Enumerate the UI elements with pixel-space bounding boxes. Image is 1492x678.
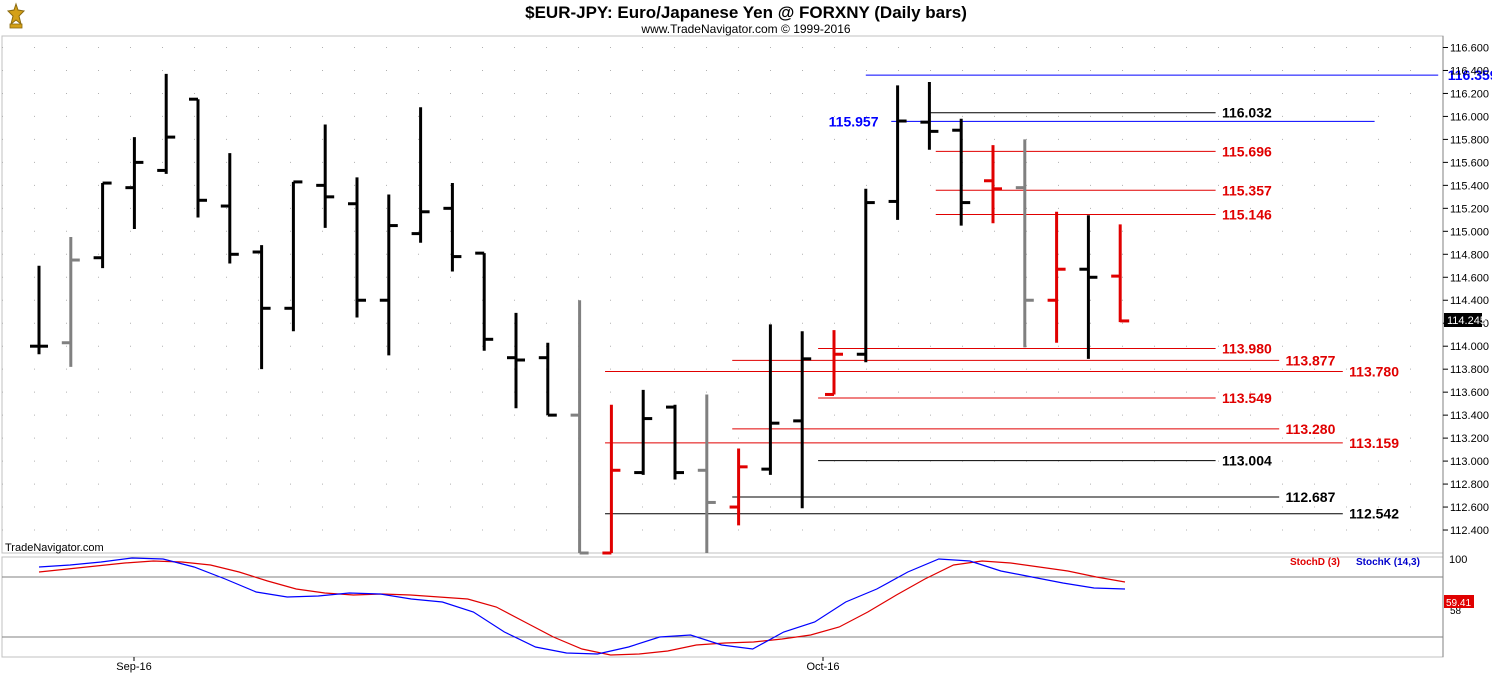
stochd-legend: StochD (3) [1290, 557, 1340, 568]
last-price-tag: 114.245 [1444, 313, 1486, 327]
price-bar-11 [379, 194, 398, 356]
bars-layer [30, 73, 1130, 555]
chart-title: $EUR-JPY: Euro/Japanese Yen @ FORXNY (Da… [525, 3, 967, 22]
price-bar-31 [1015, 139, 1034, 348]
level-label-7: 113.877 [1286, 352, 1336, 368]
stoch-last-tags: 58 59.41 [1444, 595, 1474, 617]
price-bar-22 [729, 448, 748, 526]
price-bar-26 [856, 188, 875, 363]
price-bar-15 [507, 312, 525, 409]
level-label-9: 113.549 [1222, 390, 1272, 406]
price-bar-34 [1111, 224, 1130, 323]
last-price-label: 114.245 [1447, 315, 1486, 327]
price-bar-2 [93, 181, 112, 269]
price-bar-27 [888, 85, 907, 220]
price-bar-17 [570, 300, 589, 555]
price-bar-10 [348, 177, 366, 318]
price-bar-29 [952, 118, 971, 226]
price-bar-6 [220, 153, 239, 264]
level-label-2: 115.957 [829, 113, 879, 129]
levels-layer: 116.359 116.032 115.957 115.696 115.357 115.1… [605, 67, 1492, 522]
x-tick-label-0: Sep-16 [116, 661, 151, 673]
stochastic-layer [2, 557, 1443, 656]
watermark: TradeNavigator.com [5, 542, 104, 554]
stoch-series-0 [38, 560, 1126, 656]
level-label-1: 116.032 [1222, 105, 1272, 121]
trade-navigator-logo [4, 2, 28, 32]
y-tick-label-18: 116.000 [1450, 111, 1489, 123]
y-tick-label-16: 115.600 [1450, 157, 1489, 169]
level-label-14: 112.542 [1349, 506, 1399, 522]
stoch-series-1 [38, 557, 1126, 655]
y-tick-label-1: 112.600 [1450, 502, 1489, 514]
price-bar-33 [1079, 215, 1098, 359]
price-bar-13 [443, 183, 462, 272]
price-bar-3 [125, 137, 144, 230]
y-tick-label-13: 115.000 [1450, 226, 1489, 238]
price-bar-9 [316, 124, 335, 228]
y-tick-label-17: 115.800 [1450, 134, 1489, 146]
y-tick-label-6: 113.600 [1450, 387, 1489, 399]
y-tick-label-3: 113.000 [1450, 456, 1489, 468]
y-tick-label-4: 113.200 [1450, 433, 1489, 445]
price-bar-24 [793, 331, 812, 509]
price-bar-23 [761, 324, 780, 475]
price-bar-19 [634, 389, 653, 475]
price-bar-30 [984, 145, 1002, 224]
y-tick-label-0: 112.400 [1450, 525, 1489, 537]
level-label-8: 113.780 [1349, 363, 1399, 379]
level-label-10: 113.280 [1286, 421, 1336, 437]
level-label-6: 113.980 [1222, 340, 1272, 356]
price-bar-7 [252, 245, 271, 370]
y-tick-label-20: 116.400 [1450, 65, 1489, 77]
price-bar-32 [1047, 211, 1066, 343]
price-bar-21 [697, 394, 716, 553]
price-bar-0 [30, 265, 48, 355]
y-tick-label-10: 114.400 [1450, 295, 1489, 307]
stochk-last-label: 58 [1450, 606, 1462, 617]
price-bar-28 [920, 81, 939, 150]
y-tick-label-21: 116.600 [1450, 42, 1489, 54]
y-tick-label-11: 114.600 [1450, 272, 1489, 284]
level-label-12: 113.004 [1222, 453, 1272, 469]
y-tick-label-12: 114.800 [1450, 249, 1489, 261]
y-tick-label-15: 115.400 [1450, 180, 1489, 192]
y-tick-label-19: 116.200 [1450, 88, 1489, 100]
price-bar-12 [411, 107, 430, 243]
price-bar-18 [602, 404, 621, 555]
y-tick-label-14: 115.200 [1450, 203, 1489, 215]
y-tick-label-2: 112.800 [1450, 479, 1489, 491]
price-bar-1 [61, 237, 80, 367]
stochk-legend: StochK (14,3) [1356, 557, 1420, 568]
y-tick-label-7: 113.800 [1450, 364, 1489, 376]
level-label-4: 115.357 [1222, 182, 1272, 198]
level-label-3: 115.696 [1222, 143, 1272, 159]
price-bar-14 [475, 251, 494, 351]
y-tick-label-5: 113.400 [1450, 410, 1489, 422]
price-bar-25 [825, 330, 843, 396]
level-label-5: 115.146 [1222, 207, 1272, 223]
price-bar-4 [157, 73, 176, 174]
stoch-axis-label: 100 [1449, 554, 1467, 566]
price-bar-20 [666, 404, 684, 480]
price-bar-16 [538, 342, 557, 417]
y-tick-label-8: 114.000 [1450, 341, 1489, 353]
level-label-11: 113.159 [1349, 435, 1399, 451]
level-label-0: 116.359 [1448, 67, 1492, 83]
chart-subtitle: www.TradeNavigator.com © 1999-2016 [640, 22, 850, 36]
x-tick-label-1: Oct-16 [806, 661, 839, 673]
stochd-last-label: 59.41 [1446, 598, 1471, 609]
level-label-13: 112.687 [1286, 489, 1336, 505]
price-bar-8 [284, 180, 303, 332]
price-bar-5 [189, 97, 207, 218]
